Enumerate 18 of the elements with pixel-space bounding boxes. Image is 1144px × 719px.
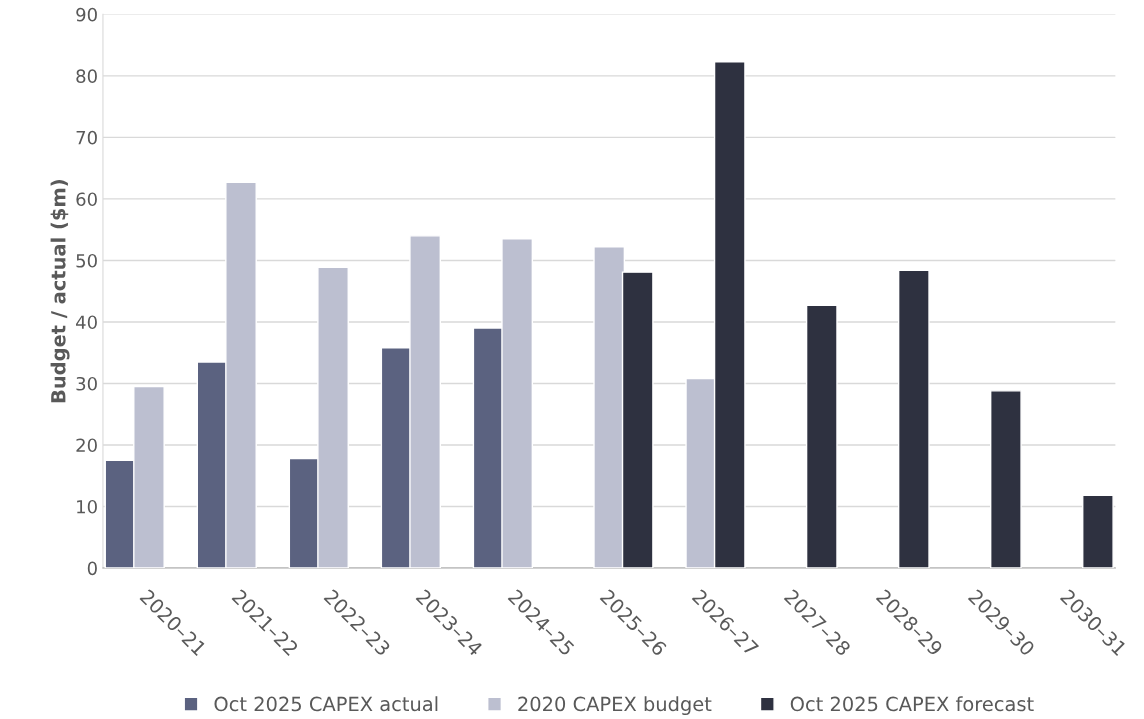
y-tick-label: 80 [76,69,97,84]
bar [989,390,1022,569]
legend-label: 2020 CAPEX budget [518,696,712,716]
y-tick-label: 30 [76,376,97,391]
y-tick-label: 0 [87,561,97,576]
y-tick-label: 90 [76,7,97,22]
y-tick-label: 70 [76,130,97,145]
y-tick-label: 60 [76,192,97,207]
y-tick-label: 10 [77,499,97,514]
legend-label: Oct 2025 CAPEX forecast [790,696,1034,712]
y-tick-label: 50 [76,253,97,268]
bar [897,269,930,569]
bar [1082,494,1114,569]
y-axis-title: Budget / actual ($m) [50,180,70,403]
y-tick-label: 40 [76,315,97,330]
bar [805,304,838,569]
legend-label: Oct 2025 CAPEX actual [214,696,438,712]
y-tick-label: 20 [76,438,97,453]
